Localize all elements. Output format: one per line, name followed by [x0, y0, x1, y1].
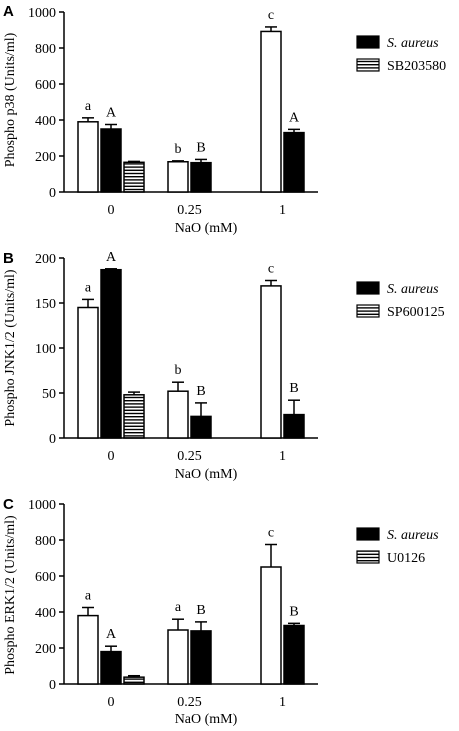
significance-label: c [268, 526, 274, 541]
legend-swatch [356, 58, 380, 72]
bar-open-0 [77, 121, 99, 193]
bar-striped-0 [123, 676, 145, 685]
legend-swatch [356, 304, 380, 318]
panel-letter: B [3, 250, 14, 267]
y-tick-label: 0 [49, 678, 56, 693]
bar-filled-0.25 [190, 161, 212, 193]
chart-panel-b: B 0 50 100 150 200 Phospho JNK1/2 (Units/ml) aA… [3, 250, 445, 482]
chart-panel-a: A 0 200 400 600 800 1000 Phospho p38 (Units/ml)… [3, 3, 446, 236]
y-tick-label: 400 [35, 606, 56, 621]
bar-filled-0.25 [190, 415, 212, 439]
legend-label: SP600125 [387, 305, 445, 320]
y-tick-label: 1000 [28, 498, 56, 513]
y-tick-label: 200 [35, 642, 56, 657]
legend-label: SB203580 [387, 59, 446, 74]
legend-label: U0126 [387, 551, 425, 566]
x-tick-label: 0 [108, 695, 115, 710]
legend-swatch [356, 527, 380, 541]
y-tick-label: 150 [35, 297, 56, 312]
x-tick-label: 0.25 [177, 695, 202, 710]
significance-label: A [289, 110, 300, 125]
x-tick-label: 0 [108, 203, 115, 218]
legend-swatch [356, 35, 380, 49]
bar-filled-1 [283, 624, 305, 685]
x-axis-label: NaO (mM) [175, 221, 238, 236]
legend-label: S. aureus [387, 282, 439, 297]
panel-letter: C [3, 496, 14, 513]
y-axis-label: Phospho p38 (Units/ml) [3, 32, 18, 167]
panel-letter: A [3, 3, 14, 20]
y-tick-label: 200 [35, 150, 56, 165]
y-tick-label: 50 [42, 387, 56, 402]
significance-label: B [196, 140, 205, 155]
bar-filled-1 [283, 131, 305, 193]
x-tick-label: 0 [108, 449, 115, 464]
significance-label: a [175, 600, 182, 615]
significance-label: A [106, 250, 117, 265]
x-axis-label: NaO (mM) [175, 712, 238, 727]
y-tick-label: 100 [35, 342, 56, 357]
y-tick-label: 1000 [28, 6, 56, 21]
significance-label: a [85, 280, 92, 295]
x-tick-label: 1 [279, 695, 286, 710]
bar-open-0.25 [167, 161, 189, 193]
significance-label: B [196, 384, 205, 399]
significance-label: a [85, 99, 92, 114]
y-tick-label: 600 [35, 570, 56, 585]
significance-label: c [268, 8, 274, 23]
y-tick-label: 800 [35, 534, 56, 549]
significance-label: b [175, 363, 182, 378]
legend-swatch [356, 550, 380, 564]
bar-open-1 [260, 285, 282, 439]
legend-swatch [356, 281, 380, 295]
y-tick-label: 0 [49, 432, 56, 447]
bar-open-0 [77, 306, 99, 439]
bar-filled-1 [283, 413, 305, 439]
bar-filled-0 [100, 268, 122, 439]
x-tick-label: 0.25 [177, 449, 202, 464]
x-axis-label: NaO (mM) [175, 467, 238, 482]
y-tick-label: 200 [35, 252, 56, 267]
significance-label: B [289, 381, 298, 396]
legend-label: S. aureus [387, 36, 439, 51]
bar-open-1 [260, 30, 282, 193]
significance-label: A [106, 627, 117, 642]
y-tick-label: 800 [35, 42, 56, 57]
y-tick-label: 400 [35, 114, 56, 129]
significance-label: B [196, 603, 205, 618]
x-tick-label: 1 [279, 203, 286, 218]
significance-label: B [289, 604, 298, 619]
significance-label: A [106, 106, 117, 121]
x-tick-label: 0.25 [177, 203, 202, 218]
significance-label: a [85, 589, 92, 604]
y-tick-label: 600 [35, 78, 56, 93]
bar-filled-0 [100, 650, 122, 685]
bar-open-1 [260, 566, 282, 685]
bar-filled-0.25 [190, 630, 212, 685]
y-tick-label: 0 [49, 186, 56, 201]
bar-striped-0 [123, 161, 145, 193]
bar-open-0.25 [167, 390, 189, 439]
y-axis-label: Phospho ERK1/2 (Units/ml) [3, 515, 18, 675]
bar-open-0.25 [167, 629, 189, 685]
legend-label: S. aureus [387, 528, 439, 543]
significance-label: b [175, 142, 182, 157]
bar-open-0 [77, 614, 99, 685]
bar-filled-0 [100, 128, 122, 193]
chart-panel-c: C 0 200 400 600 800 1000 Phospho ERK1/2 (Units/… [3, 496, 439, 727]
y-axis-label: Phospho JNK1/2 (Units/ml) [3, 269, 18, 426]
bar-striped-0 [123, 394, 145, 439]
significance-label: c [268, 262, 274, 277]
x-tick-label: 1 [279, 449, 286, 464]
